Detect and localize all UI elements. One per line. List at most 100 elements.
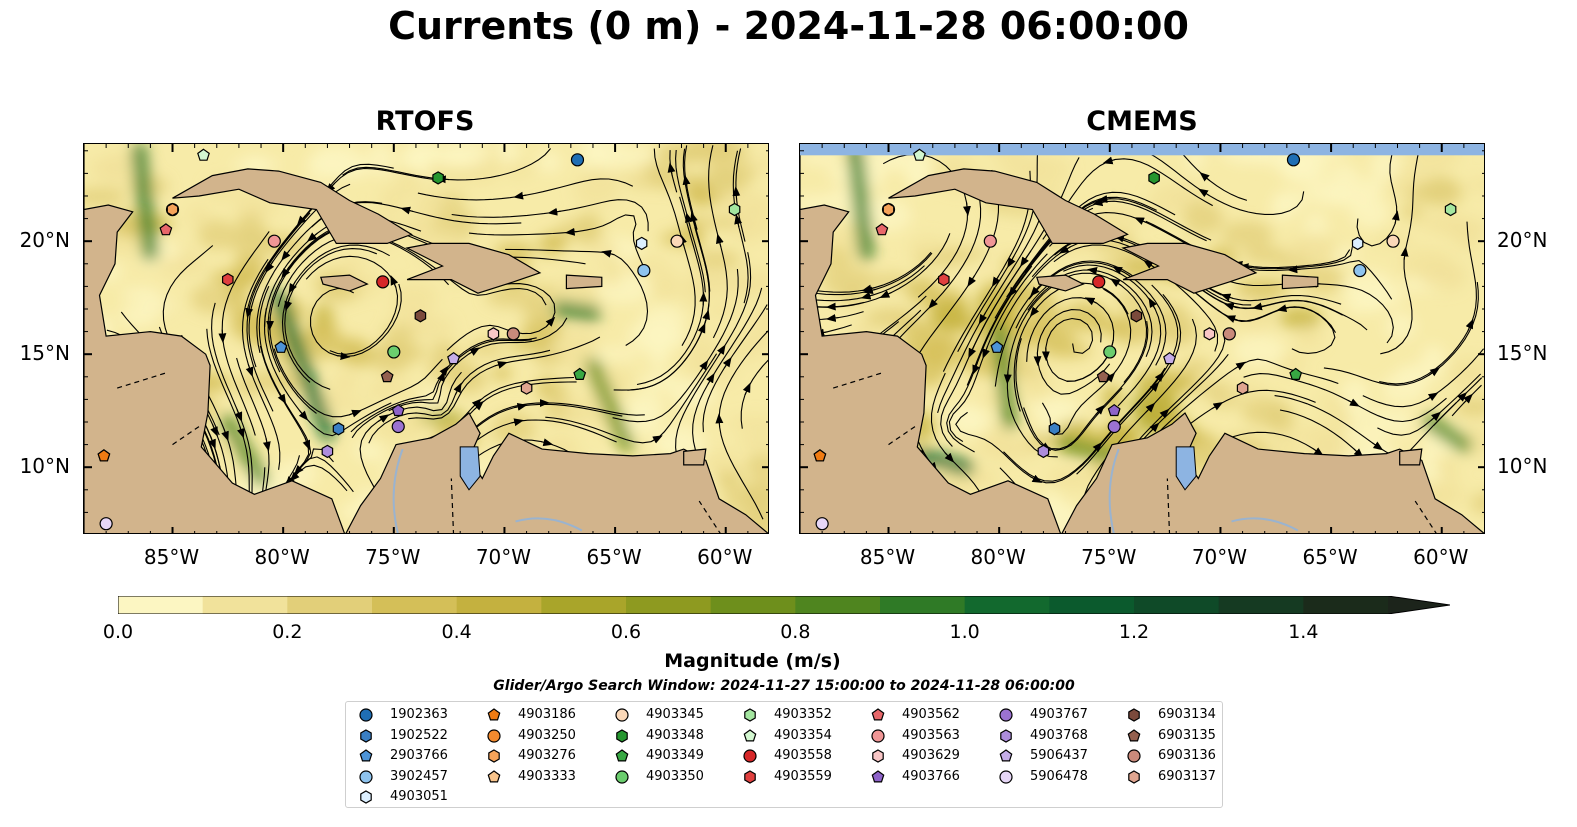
legend-label: 4903345 — [646, 707, 704, 722]
colorbar-tick-label: 0.2 — [272, 621, 303, 643]
colorbar-segment — [456, 596, 542, 614]
streamline-arrow — [1092, 441, 1103, 453]
colorbar-tick-label: 0.4 — [441, 621, 472, 643]
cmems-map — [799, 143, 1485, 534]
landmass — [1399, 448, 1423, 466]
streamline-arrow — [1087, 267, 1101, 275]
legend-label: 4903352 — [774, 707, 832, 722]
lake-maracaibo — [459, 446, 481, 491]
streamline-arrow — [221, 428, 229, 442]
streamline-arrow — [1400, 246, 1409, 260]
circle-marker-icon — [615, 708, 629, 722]
float-marker-4903276 — [882, 202, 895, 217]
colorbar — [117, 595, 1451, 615]
lon-tick-label: 80°W — [254, 545, 310, 569]
circle-marker-icon — [1127, 749, 1141, 763]
legend-label: 4903051 — [390, 789, 448, 804]
streamline-arrow — [690, 211, 698, 225]
streamline-arrow — [390, 275, 399, 288]
legend-label: 5906478 — [1030, 768, 1088, 784]
streamline — [1028, 261, 1167, 366]
float-marker-1902522 — [332, 422, 345, 436]
lon-tick-label: 85°W — [859, 545, 916, 569]
streamline-arrow — [337, 352, 351, 361]
circle-marker-icon — [999, 708, 1013, 722]
legend-label: 3902457 — [390, 768, 448, 784]
float-marker-4903348 — [1148, 171, 1160, 185]
float-marker-4903558 — [1092, 275, 1106, 289]
streamline-arrow — [1252, 302, 1266, 311]
streamline-arrow — [296, 215, 307, 226]
country-borders — [833, 371, 1437, 533]
streamline-arrow — [650, 435, 663, 444]
streamline — [284, 248, 377, 390]
legend-label: 4903768 — [1030, 727, 1088, 743]
colorbar-extend-arrow — [1388, 596, 1450, 614]
hexagon-marker-icon — [872, 749, 884, 763]
streamline — [612, 268, 739, 423]
legend-label: 6903136 — [1158, 748, 1216, 763]
streamline-arrow — [601, 249, 615, 258]
colorbar-segment — [880, 596, 966, 614]
circle-marker-icon — [487, 728, 501, 743]
float-marker-1902522 — [1048, 422, 1061, 436]
streamline-arrow — [879, 290, 892, 298]
streamline — [417, 178, 634, 201]
legend-label: 5906437 — [1030, 748, 1088, 763]
float-marker-4903766 — [391, 403, 405, 417]
legend-label: 4903558 — [774, 748, 832, 763]
streamline-arrow — [1463, 393, 1473, 404]
float-marker-4903559 — [222, 272, 234, 287]
legend-label: 4903562 — [902, 707, 960, 722]
streamline-arrow — [1428, 367, 1441, 377]
streamline-arrow — [1154, 371, 1165, 383]
float-marker-4903348 — [432, 171, 444, 185]
circle-marker-icon — [999, 769, 1013, 784]
figure-title: Currents (0 m) - 2024-11-28 06:00:00 — [388, 4, 1189, 48]
streamline-arrow — [1465, 318, 1474, 332]
float-marker-4903629 — [1203, 327, 1216, 341]
streamline-arrow — [717, 344, 726, 357]
legend-label: 4903354 — [774, 727, 832, 743]
streamline-arrow — [281, 266, 291, 279]
legend-label: 4903333 — [518, 768, 576, 784]
legend-label: 4903563 — [902, 727, 960, 743]
streamline — [388, 317, 568, 412]
float-marker-3902457 — [1353, 263, 1367, 278]
lon-tick-label: 60°W — [697, 545, 753, 569]
float-marker-4903768 — [1037, 444, 1050, 459]
streamline-arrow — [1084, 297, 1097, 306]
lon-tick-label: 70°W — [1191, 545, 1248, 569]
streamline-arrow — [944, 452, 955, 463]
float-marker-4903562 — [159, 223, 173, 236]
streamline-arrow — [982, 346, 990, 359]
colorbar-segment — [118, 596, 204, 614]
streamline — [269, 230, 334, 414]
streamline-arrow — [1008, 285, 1018, 298]
streamline — [342, 148, 552, 181]
pentagon-marker-icon — [359, 749, 373, 762]
streamline-arrow — [968, 345, 977, 359]
streamline — [1024, 200, 1207, 274]
pentagon-marker-icon — [999, 749, 1013, 762]
search-window-text: Glider/Argo Search Window: 2024-11-27 15… — [493, 678, 1075, 694]
float-marker-4903186 — [97, 449, 111, 462]
legend-label: 4903186 — [518, 707, 576, 722]
float-marker-6903137 — [520, 381, 533, 395]
legend-label: 4903350 — [646, 768, 704, 784]
colorbar-segment — [372, 596, 458, 614]
panel-title-rtofs: RTOFS — [375, 106, 475, 137]
landmass — [1035, 274, 1085, 292]
streamline-arrow — [722, 356, 732, 369]
float-marker-6903134 — [1130, 309, 1143, 323]
float-marker-4903345 — [670, 234, 684, 248]
streamline — [241, 258, 281, 470]
float-marker-2903766 — [990, 340, 1004, 353]
streamline-arrow — [218, 329, 227, 344]
lat-tick-label: 20°N — [1497, 228, 1548, 253]
streamline-arrow — [288, 281, 297, 294]
float-marker-4903352 — [728, 202, 741, 217]
circle-marker-icon — [359, 708, 373, 722]
streamline-arrow — [468, 347, 481, 356]
streamline-arrow — [284, 298, 293, 312]
